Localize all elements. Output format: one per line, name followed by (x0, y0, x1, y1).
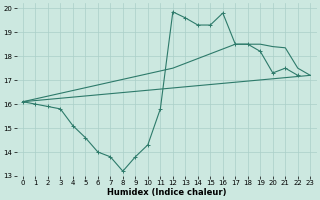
X-axis label: Humidex (Indice chaleur): Humidex (Indice chaleur) (107, 188, 226, 197)
